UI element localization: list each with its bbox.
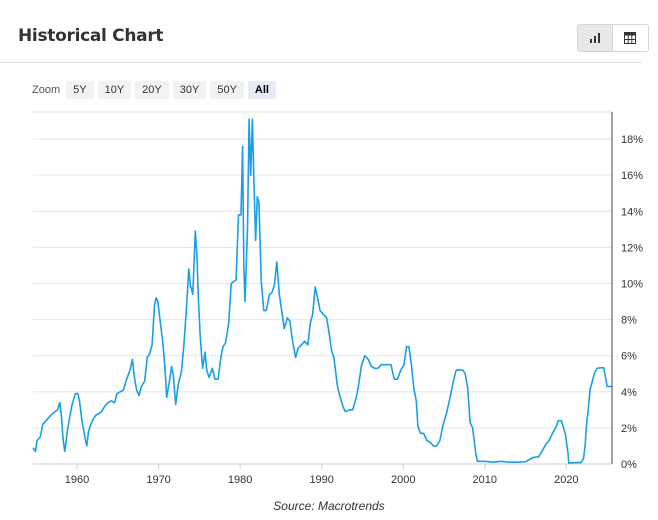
series-line xyxy=(32,118,612,464)
table-view-button[interactable] xyxy=(612,25,647,51)
bar-chart-icon xyxy=(590,33,600,43)
chart-header: Historical Chart xyxy=(0,0,649,63)
y-tick-label: 0% xyxy=(621,459,637,471)
x-tick-label: 2010 xyxy=(473,474,497,486)
y-tick-label: 18% xyxy=(621,134,643,146)
x-tick-label: 2020 xyxy=(554,474,578,486)
x-tick-label: 1990 xyxy=(309,474,333,486)
x-tick-label: 2000 xyxy=(391,474,415,486)
y-tick-label: 2% xyxy=(621,423,637,435)
zoom-label: Zoom xyxy=(32,84,61,96)
zoom-30y-button[interactable]: 30Y xyxy=(172,81,207,99)
table-icon xyxy=(624,32,636,44)
zoom-50y-button[interactable]: 50Y xyxy=(210,81,244,99)
y-tick-label: 10% xyxy=(621,278,643,290)
y-tick-label: 6% xyxy=(621,351,637,363)
chart-view-button[interactable] xyxy=(578,25,612,51)
y-tick-label: 14% xyxy=(621,206,643,218)
line-chart: 0% 2% 4% 6% 8% 10% 12% 14% 16% 18% 1960 1970 1980 199… xyxy=(32,111,643,486)
y-tick-label: 8% xyxy=(621,315,637,327)
x-tick-label: 1980 xyxy=(228,474,252,486)
y-tick-label: 16% xyxy=(621,170,643,182)
y-tick-label: 4% xyxy=(621,387,637,399)
zoom-controls: Zoom 5Y 10Y 20Y 30Y 50Y All xyxy=(32,80,280,100)
source-caption: Source: Macrotrends xyxy=(273,499,385,513)
zoom-10y-button[interactable]: 10Y xyxy=(97,81,132,99)
chart-title: Historical Chart xyxy=(18,26,164,46)
x-tick-label: 1970 xyxy=(146,474,170,486)
x-tick-label: 1960 xyxy=(65,474,89,486)
y-tick-label: 12% xyxy=(621,242,643,254)
view-toggle xyxy=(577,24,649,52)
zoom-20y-button[interactable]: 20Y xyxy=(135,81,169,99)
zoom-all-button[interactable]: All xyxy=(247,81,276,99)
zoom-5y-button[interactable]: 5Y xyxy=(66,81,94,99)
